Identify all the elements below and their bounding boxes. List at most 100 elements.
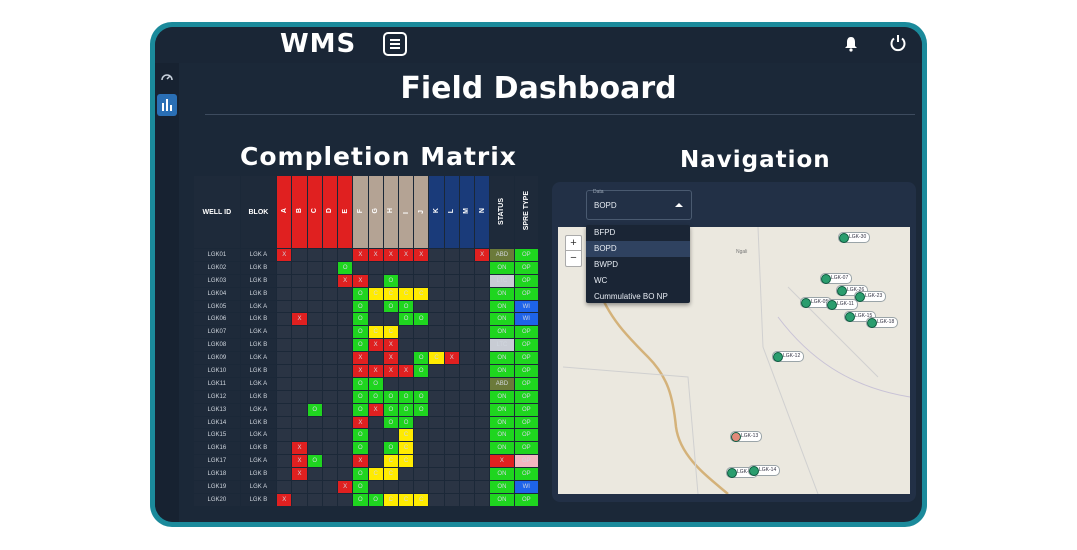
matrix-cell[interactable]: O — [352, 402, 369, 417]
matrix-cell[interactable]: X — [382, 364, 399, 378]
matrix-cell[interactable] — [474, 402, 491, 417]
matrix-cell[interactable] — [413, 467, 430, 482]
matrix-cell[interactable] — [337, 338, 354, 353]
matrix-cell[interactable] — [413, 454, 430, 469]
matrix-cell[interactable] — [276, 312, 293, 327]
matrix-cell[interactable] — [443, 467, 460, 482]
matrix-cell[interactable]: X — [291, 454, 308, 469]
matrix-cell[interactable] — [458, 389, 476, 404]
matrix-cell[interactable] — [458, 312, 476, 327]
table-row[interactable]: LGK15 LGK A O C ON OP — [193, 428, 540, 443]
matrix-cell[interactable] — [443, 402, 460, 417]
matrix-cell[interactable] — [458, 364, 476, 378]
speedometer-icon[interactable] — [157, 67, 177, 89]
matrix-cell[interactable] — [397, 338, 415, 353]
matrix-cell[interactable] — [428, 428, 445, 443]
matrix-cell[interactable] — [413, 428, 430, 443]
matrix-cell[interactable] — [428, 480, 445, 494]
matrix-cell[interactable] — [382, 428, 399, 443]
matrix-cell[interactable]: O — [352, 492, 369, 507]
matrix-cell[interactable] — [291, 286, 308, 301]
matrix-cell[interactable] — [474, 299, 491, 314]
matrix-cell[interactable]: X — [276, 492, 293, 507]
matrix-cell[interactable] — [291, 389, 308, 404]
matrix-cell[interactable]: O — [413, 312, 430, 327]
matrix-cell[interactable] — [367, 480, 384, 494]
matrix-cell[interactable] — [397, 376, 415, 391]
matrix-cell[interactable] — [458, 286, 476, 301]
matrix-cell[interactable]: O — [413, 389, 430, 404]
well-pin[interactable]: LGK-22 — [726, 467, 759, 478]
matrix-cell[interactable] — [428, 454, 445, 469]
well-pin[interactable]: LGK-13 — [730, 431, 763, 442]
matrix-cell[interactable]: C — [397, 286, 415, 301]
matrix-cell[interactable]: C — [397, 428, 415, 443]
matrix-cell[interactable]: O — [337, 260, 354, 275]
matrix-cell[interactable] — [321, 441, 339, 456]
matrix-cell[interactable] — [321, 312, 339, 327]
matrix-cell[interactable] — [306, 351, 323, 366]
matrix-cell[interactable] — [443, 441, 460, 456]
matrix-cell[interactable] — [367, 415, 384, 430]
matrix-cell[interactable] — [306, 286, 323, 301]
matrix-cell[interactable] — [458, 441, 476, 456]
matrix-cell[interactable] — [443, 273, 460, 288]
matrix-cell[interactable] — [413, 441, 430, 456]
well-pin[interactable]: LGK-07 — [820, 273, 853, 284]
matrix-cell[interactable]: O — [352, 312, 369, 327]
matrix-cell[interactable] — [276, 364, 293, 378]
matrix-cell[interactable] — [291, 402, 308, 417]
matrix-cell[interactable]: X — [367, 248, 384, 262]
matrix-cell[interactable] — [306, 492, 323, 507]
matrix-cell[interactable] — [397, 260, 415, 275]
matrix-cell[interactable] — [474, 415, 491, 430]
matrix-cell[interactable]: O — [352, 467, 369, 482]
matrix-cell[interactable]: O — [397, 299, 415, 314]
dropdown-option[interactable]: Cummulative BO NP — [594, 292, 668, 301]
matrix-cell[interactable] — [382, 312, 399, 327]
table-row[interactable]: LGK13 LGK A O O X O O O ON OP — [193, 402, 540, 417]
matrix-cell[interactable] — [276, 441, 293, 456]
matrix-cell[interactable] — [382, 260, 399, 275]
table-row[interactable]: LGK05 LGK A O O O ON WI — [193, 299, 540, 314]
matrix-cell[interactable] — [291, 428, 308, 443]
matrix-cell[interactable] — [413, 376, 430, 391]
matrix-cell[interactable] — [337, 389, 354, 404]
table-row[interactable]: LGK18 LGK B X O C C ON OP — [193, 467, 540, 482]
matrix-cell[interactable] — [367, 428, 384, 443]
well-pin[interactable]: LGK-14 — [748, 465, 781, 476]
matrix-cell[interactable]: X — [352, 454, 369, 469]
matrix-cell[interactable]: O — [352, 389, 369, 404]
matrix-cell[interactable]: X — [352, 273, 369, 288]
matrix-cell[interactable] — [474, 338, 491, 353]
matrix-cell[interactable] — [413, 480, 430, 494]
matrix-cell[interactable]: X — [443, 351, 460, 366]
matrix-cell[interactable] — [474, 260, 491, 275]
dropdown-option[interactable]: BOPD — [586, 241, 690, 257]
matrix-cell[interactable] — [306, 467, 323, 482]
matrix-cell[interactable] — [428, 273, 445, 288]
matrix-cell[interactable] — [443, 286, 460, 301]
matrix-cell[interactable] — [276, 376, 293, 391]
zoom-out-button[interactable]: − — [570, 252, 577, 264]
matrix-cell[interactable]: X — [367, 338, 384, 353]
matrix-cell[interactable]: O — [397, 402, 415, 417]
matrix-cell[interactable] — [474, 492, 491, 507]
matrix-cell[interactable]: X — [413, 248, 430, 262]
table-row[interactable]: LGK20 LGK B X O O C C C ON OP — [193, 492, 540, 507]
menu-icon[interactable] — [383, 32, 407, 56]
matrix-cell[interactable]: O — [382, 441, 399, 456]
matrix-cell[interactable] — [321, 415, 339, 430]
matrix-cell[interactable] — [458, 467, 476, 482]
matrix-cell[interactable] — [337, 312, 354, 327]
table-row[interactable]: LGK08 LGK B O X X LTC OP — [193, 338, 540, 353]
matrix-cell[interactable] — [367, 312, 384, 327]
matrix-cell[interactable] — [291, 260, 308, 275]
table-row[interactable]: LGK10 LGK B X X X X O ON OP — [193, 364, 540, 378]
matrix-cell[interactable] — [337, 428, 354, 443]
matrix-cell[interactable] — [291, 415, 308, 430]
matrix-cell[interactable]: O — [397, 389, 415, 404]
matrix-cell[interactable]: C — [367, 286, 384, 301]
matrix-cell[interactable] — [291, 248, 308, 262]
dropdown-option[interactable]: WC — [594, 276, 608, 285]
